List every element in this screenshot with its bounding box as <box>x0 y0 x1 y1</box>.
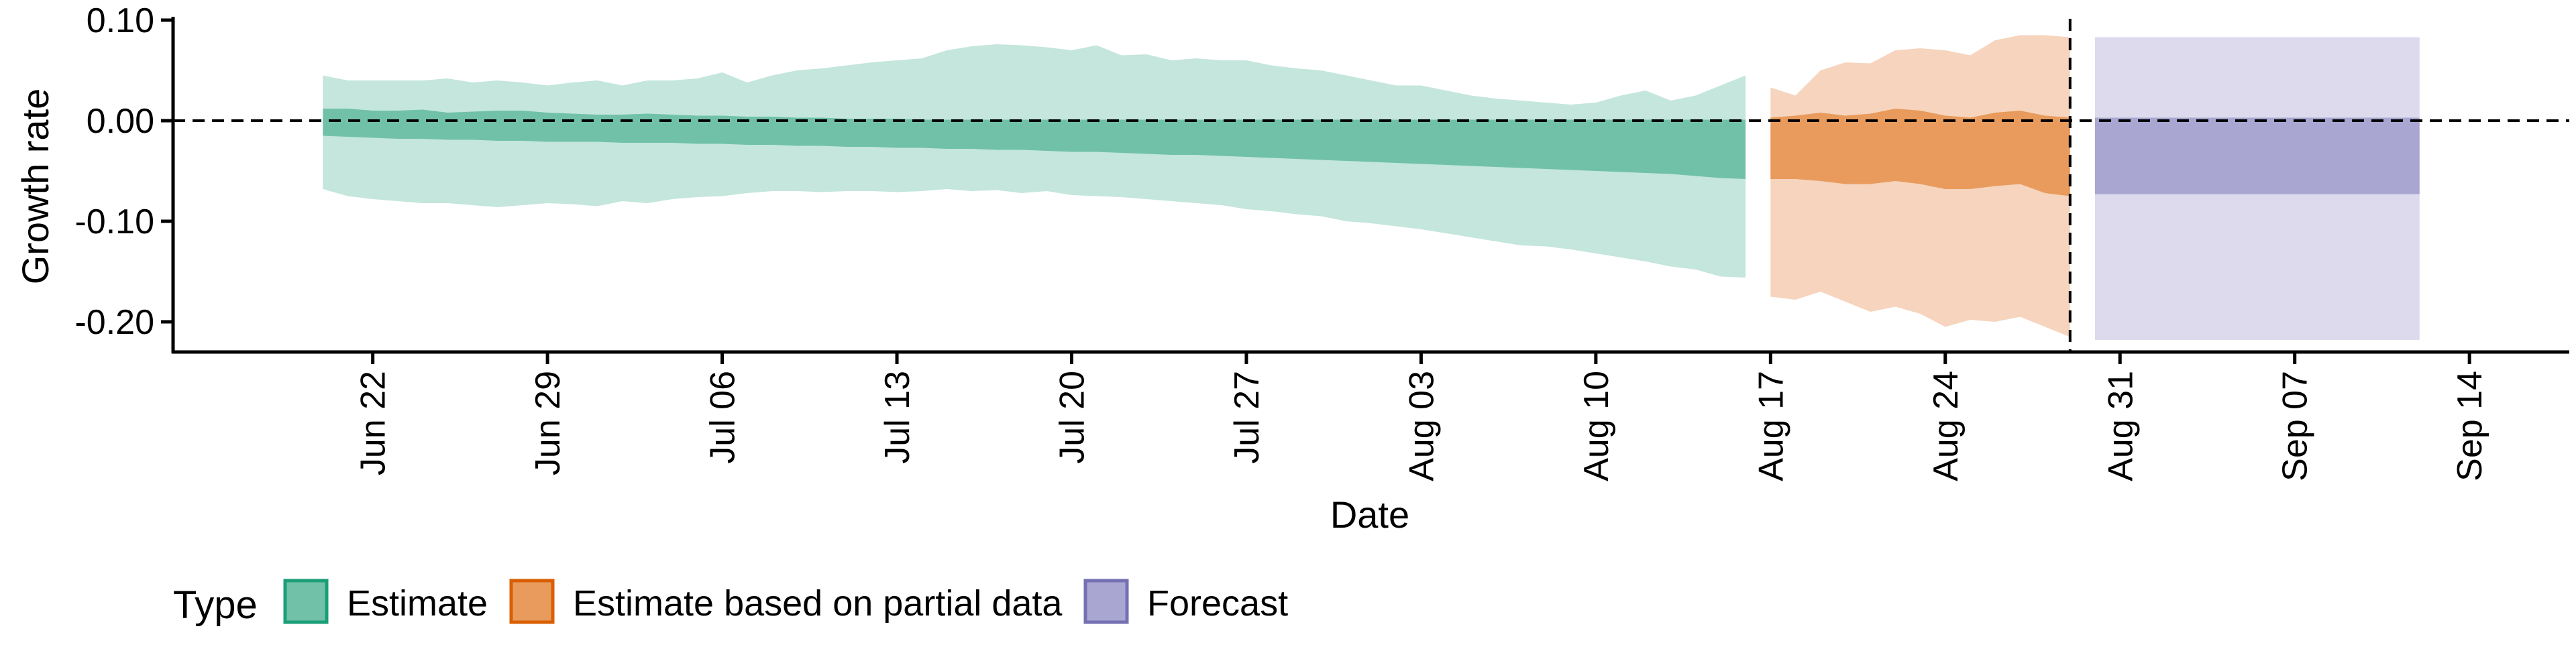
x-tick-label: Jul 27 <box>1228 371 1267 464</box>
series-0 <box>323 44 1746 278</box>
x-tick-label: Jul 20 <box>1053 371 1092 464</box>
legend-title: Type <box>173 583 258 627</box>
x-tick-label: Aug 10 <box>1577 371 1616 481</box>
y-axis-title: Growth rate <box>14 89 56 285</box>
y-axis-ticks: -0.20 -0.10 0.00 0.10 <box>74 1 173 342</box>
series-0-outer-band <box>323 44 1746 278</box>
x-tick-label: Aug 24 <box>1927 371 1966 481</box>
legend-key <box>1083 579 1129 624</box>
legend-key <box>509 579 555 624</box>
x-tick-label: Jul 06 <box>704 371 743 464</box>
x-tick-label: Sep 07 <box>2276 371 2315 481</box>
x-tick-label: Aug 17 <box>1752 371 1790 481</box>
legend-label: Estimate based on partial data <box>573 583 1063 624</box>
x-tick-label: Sep 14 <box>2451 371 2489 481</box>
series-1-outer-band <box>1770 35 2070 337</box>
series-bands <box>323 35 2420 340</box>
y-tick-label: 0.00 <box>87 102 154 141</box>
series-2-inner-band <box>2095 117 2420 194</box>
legend-label: Forecast <box>1147 583 1288 624</box>
x-axis-title: Date <box>1330 493 1409 536</box>
axes: -0.20 -0.10 0.00 0.10 Jun 22 Jun 29 Jul 06 Jul… <box>14 1 2569 536</box>
series-1-inner-band <box>1770 109 2070 196</box>
y-tick-label: -0.20 <box>74 303 154 342</box>
x-tick-label: Aug 03 <box>1402 371 1441 481</box>
x-tick-label: Jun 29 <box>529 371 568 475</box>
x-tick-label: Aug 31 <box>2101 371 2140 481</box>
legend-key <box>283 579 329 624</box>
series-1 <box>1770 35 2070 337</box>
reference-lines <box>173 19 2569 352</box>
x-tick-label: Jul 13 <box>878 371 917 464</box>
legend: Type Estimate Estimate based on partial d… <box>173 579 1288 627</box>
series-2 <box>2095 37 2420 340</box>
y-tick-label: 0.10 <box>87 1 154 40</box>
series-0-inner-band <box>323 109 1746 179</box>
legend-label: Estimate <box>347 583 488 624</box>
x-axis-ticks: Jun 22 Jun 29 Jul 06 Jul 13 Jul 20 Jul 27 Aug … <box>354 352 2489 481</box>
x-tick-label: Jun 22 <box>354 371 393 475</box>
y-tick-label: -0.10 <box>74 202 154 241</box>
